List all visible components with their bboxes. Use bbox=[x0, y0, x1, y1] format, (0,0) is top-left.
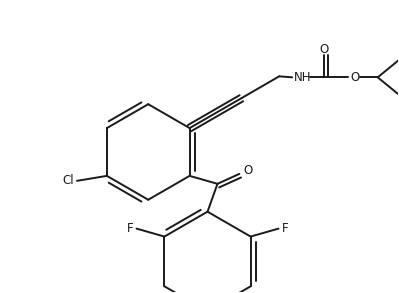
Text: O: O bbox=[243, 164, 253, 177]
Text: F: F bbox=[281, 222, 288, 235]
Text: O: O bbox=[319, 43, 329, 56]
Text: Cl: Cl bbox=[62, 174, 74, 187]
Text: O: O bbox=[351, 71, 360, 84]
Text: NH: NH bbox=[294, 71, 312, 84]
Text: F: F bbox=[127, 222, 134, 235]
